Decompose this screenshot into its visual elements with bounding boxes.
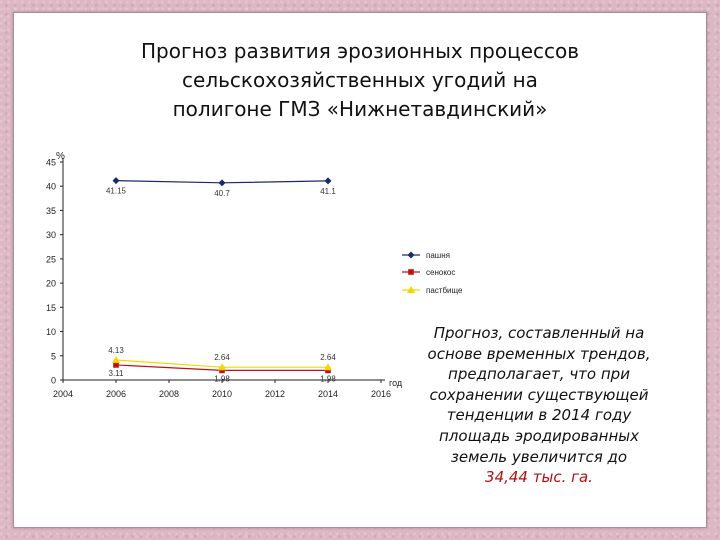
note-line-1: Прогноз, составленный на bbox=[433, 324, 645, 342]
slide: Прогноз развития эрозионных процессов се… bbox=[13, 12, 707, 528]
title-line-2: сельскохозяйственных угодий на bbox=[182, 68, 538, 92]
note-line-7: земель увеличится до bbox=[450, 447, 628, 466]
x-tick-label-5: 2014 bbox=[318, 389, 338, 399]
legend-marker-0 bbox=[407, 251, 415, 259]
note-highlight: 34,44 тыс. га. bbox=[485, 468, 593, 487]
series-2-data-label-1: 2.64 bbox=[214, 353, 230, 362]
note-line-3: предполагает, что при bbox=[448, 365, 630, 384]
series-1-point-0 bbox=[113, 362, 119, 368]
legend-label-0: пашня bbox=[426, 251, 450, 260]
series-0-data-label-1: 40.7 bbox=[214, 189, 230, 198]
series-1-point-1 bbox=[219, 367, 225, 374]
x-tick-label-2: 2008 bbox=[159, 389, 179, 399]
x-tick-label-6: 2016 bbox=[371, 389, 391, 399]
series-0-data-label-2: 41.1 bbox=[320, 187, 336, 196]
legend-label-2: пастбище bbox=[426, 286, 463, 295]
slide-title: Прогноз развития эрозионных процессов се… bbox=[14, 37, 706, 124]
legend-marker-1 bbox=[408, 269, 414, 275]
note-line-6: площадь эродированных bbox=[439, 426, 639, 445]
series-2-point-0 bbox=[112, 355, 120, 363]
series-0-point-1 bbox=[218, 179, 226, 187]
x-axis-label: год bbox=[389, 378, 403, 388]
title-line-3: полигоне ГМЗ «Нижнетавдинский» bbox=[172, 97, 548, 121]
y-tick-label-9: 45 bbox=[46, 158, 56, 168]
legend-marker-2 bbox=[407, 286, 415, 293]
y-tick-label-7: 35 bbox=[46, 206, 56, 216]
y-tick-label-5: 25 bbox=[46, 254, 56, 264]
y-tick-label-2: 10 bbox=[46, 327, 56, 337]
series-1-data-label-1: 1.98 bbox=[214, 374, 230, 383]
y-tick-label-8: 40 bbox=[46, 182, 56, 192]
series-2-point-1 bbox=[218, 363, 226, 371]
note-line-2: основе временных трендов, bbox=[427, 344, 651, 363]
y-tick-label-4: 20 bbox=[46, 279, 56, 289]
series-0-data-label-0: 41.15 bbox=[106, 187, 127, 196]
y-axis-label: % bbox=[56, 151, 65, 162]
series-2-point-2 bbox=[324, 363, 332, 371]
note-line-5: тенденции в 2014 году bbox=[446, 406, 632, 425]
y-tick-label-1: 5 bbox=[51, 351, 56, 361]
series-1-point-2 bbox=[325, 367, 331, 374]
forecast-note: Прогноз, составленный на основе временны… bbox=[408, 323, 670, 488]
series-2-data-label-2: 2.64 bbox=[320, 353, 336, 362]
x-tick-label-4: 2012 bbox=[265, 389, 285, 399]
series-0-point-2 bbox=[324, 177, 332, 185]
y-tick-label-0: 0 bbox=[51, 376, 56, 386]
note-line-4: сохранении существующей bbox=[429, 385, 649, 404]
series-0-point-0 bbox=[112, 177, 120, 185]
y-tick-label-6: 30 bbox=[46, 230, 56, 240]
series-1-data-label-0: 3.11 bbox=[109, 369, 125, 378]
y-tick-label-3: 15 bbox=[46, 303, 56, 313]
legend-label-1: сенокос bbox=[426, 268, 455, 277]
x-tick-label-1: 2006 bbox=[106, 389, 126, 399]
title-line-1: Прогноз развития эрозионных процессов bbox=[140, 39, 580, 63]
series-1-data-label-2: 1.98 bbox=[320, 374, 336, 383]
x-tick-label-0: 2004 bbox=[53, 389, 73, 399]
series-2-data-label-0: 4.13 bbox=[108, 346, 124, 355]
x-tick-label-3: 2010 bbox=[212, 389, 232, 399]
